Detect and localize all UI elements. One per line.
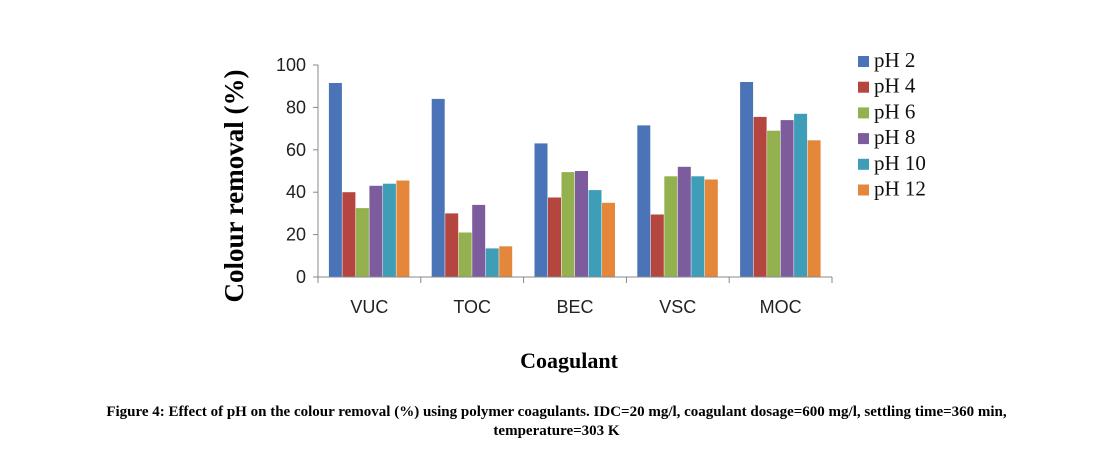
x-axis: VUC TOC BEC VSC MOC [317, 276, 833, 317]
y-tick-label: 100 [276, 55, 306, 75]
bar-toc-ph-10 [485, 248, 499, 277]
bar-vuc-ph-6 [355, 208, 369, 277]
bars-group [328, 82, 821, 278]
bar-vsc-ph-4 [650, 214, 664, 277]
legend-label: pH 2 [874, 48, 915, 72]
bar-toc-ph-4 [445, 213, 459, 277]
bar-bec-ph-10 [588, 190, 602, 277]
legend-swatch [858, 107, 869, 119]
legend-swatch [858, 158, 869, 170]
bar-vsc-ph-6 [664, 176, 678, 277]
y-tick-label: 40 [286, 182, 306, 202]
legend-label: pH 12 [874, 177, 926, 201]
y-tick-label: 80 [286, 97, 306, 117]
x-tick-label: MOC [760, 297, 802, 317]
bar-moc-ph-10 [794, 113, 808, 277]
bar-bec-ph-2 [534, 143, 548, 277]
bar-moc-ph-4 [753, 116, 767, 278]
bar-vsc-ph-10 [691, 176, 705, 277]
bar-vsc-ph-12 [704, 179, 718, 277]
bar-moc-ph-12 [807, 140, 821, 277]
y-tick-label: 60 [286, 140, 306, 160]
x-tick-label: BEC [556, 297, 593, 317]
legend-swatch [858, 56, 869, 67]
y-axis: 0 20 40 60 80 100 [276, 55, 319, 287]
y-tick-label: 20 [286, 225, 306, 245]
bar-vuc-ph-2 [328, 83, 342, 277]
bar-toc-ph-6 [458, 232, 472, 277]
legend-swatch [858, 81, 869, 93]
y-tick-label: 0 [296, 267, 306, 287]
bar-vuc-ph-12 [396, 180, 410, 277]
bar-toc-ph-12 [499, 246, 513, 277]
y-axis-title: Colour removal (%) [219, 70, 249, 303]
bar-bec-ph-4 [548, 197, 561, 277]
bar-bec-ph-6 [561, 172, 575, 277]
x-tick-label: VSC [659, 297, 696, 317]
bar-moc-ph-8 [780, 120, 794, 277]
bar-bec-ph-8 [575, 171, 588, 277]
legend-swatch [858, 184, 869, 196]
legend-swatch [858, 133, 869, 145]
bar-vuc-ph-8 [369, 185, 383, 277]
legend-label: pH 8 [874, 125, 915, 149]
bar-bec-ph-12 [602, 202, 615, 277]
legend-label: pH 10 [874, 151, 926, 175]
x-tick-label: VUC [350, 297, 388, 317]
legend-label: pH 4 [874, 74, 916, 98]
bar-moc-ph-6 [767, 130, 781, 277]
bar-vuc-ph-4 [342, 192, 356, 277]
x-tick-label: TOC [453, 297, 491, 317]
bar-chart: 0 20 40 60 80 100 VUC TOC BEC VSC MOC Colour remo… [219, 48, 926, 373]
x-axis-title: Coagulant [520, 348, 618, 373]
bar-toc-ph-2 [431, 98, 445, 278]
figure-caption: Figure 4: Effect of pH on the colour rem… [0, 403, 1113, 441]
caption-line-2: temperature=303 K [493, 423, 620, 439]
bar-vsc-ph-2 [637, 125, 651, 278]
bar-vsc-ph-8 [677, 166, 691, 277]
legend-label: pH 6 [874, 99, 915, 123]
bar-moc-ph-2 [740, 82, 754, 277]
caption-line-1: Figure 4: Effect of pH on the colour rem… [106, 404, 1007, 420]
bar-toc-ph-8 [472, 204, 486, 277]
bar-vuc-ph-10 [382, 183, 396, 277]
